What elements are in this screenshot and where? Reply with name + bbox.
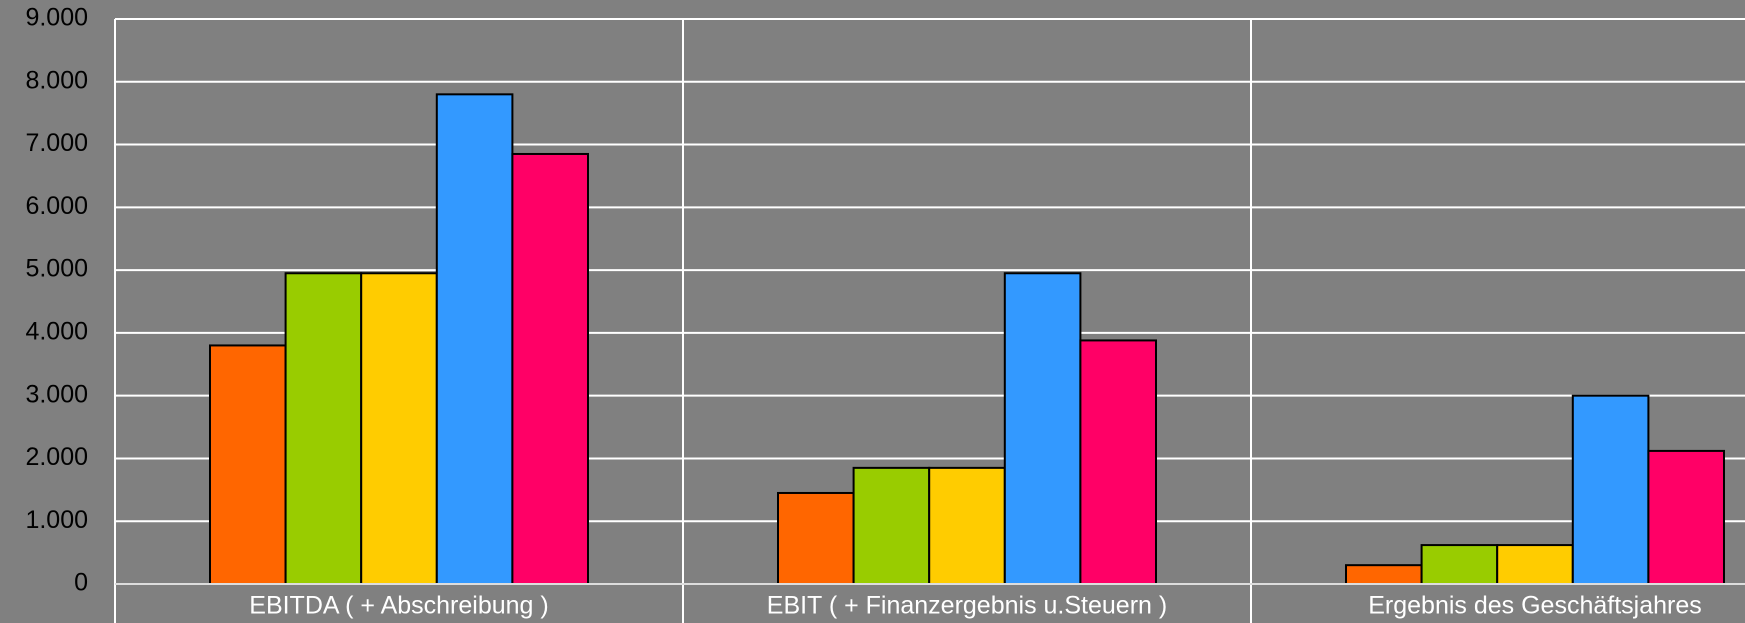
- bar: [1571, 394, 1650, 585]
- y-tick-label: 7.000: [25, 129, 88, 157]
- bar: [928, 466, 1006, 585]
- bar: [1003, 272, 1082, 585]
- y-tick-label: 4.000: [25, 317, 88, 345]
- y-tick-label: 0: [74, 569, 88, 597]
- y-tick-label: 5.000: [25, 255, 88, 283]
- y-tick-label: 3.000: [25, 380, 88, 408]
- bar: [511, 152, 590, 585]
- x-tick-label: EBIT ( + Finanzergebnis u.Steuern ): [767, 592, 1167, 620]
- bar: [209, 344, 287, 586]
- bar: [1420, 544, 1499, 585]
- bar: [435, 93, 514, 585]
- bar: [777, 491, 855, 586]
- bar: [1345, 564, 1423, 586]
- bar: [1496, 544, 1574, 585]
- bar: [852, 466, 931, 585]
- bar: [1079, 339, 1158, 585]
- bar: [360, 272, 438, 585]
- y-tick-label: 2.000: [25, 443, 88, 471]
- y-tick-label: 9.000: [25, 4, 88, 32]
- bar: [1647, 449, 1726, 585]
- y-tick-label: 1.000: [25, 506, 88, 534]
- x-tick-label: Ergebnis des Geschäftsjahres: [1368, 592, 1702, 620]
- y-tick-label: 8.000: [25, 66, 88, 94]
- x-tick-label: EBITDA ( + Abschreibung ): [249, 592, 548, 620]
- y-tick-label: 6.000: [25, 192, 88, 220]
- bar: [284, 272, 363, 585]
